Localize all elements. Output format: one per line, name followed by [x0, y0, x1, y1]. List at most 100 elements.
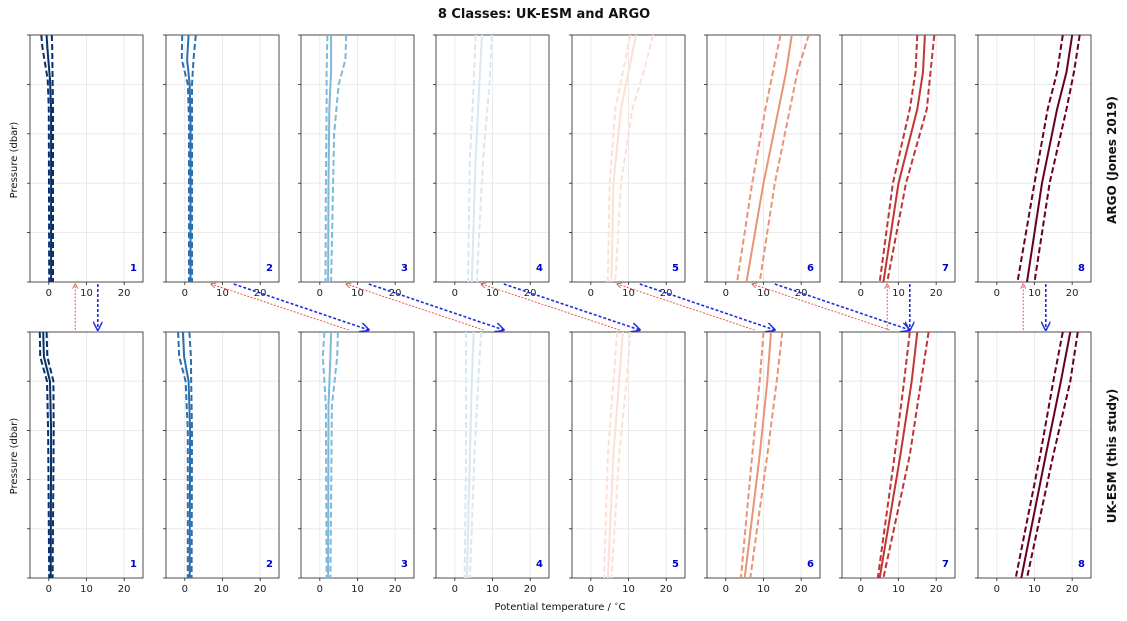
x-tick-label: 10: [622, 584, 635, 595]
profile-lower-bound: [177, 331, 189, 578]
profile-upper-bound: [614, 34, 654, 283]
y-axis-label-bottom: Pressure (dbar): [9, 418, 20, 495]
profile-upper-bound: [468, 331, 483, 579]
x-tick-label: 10: [486, 288, 499, 299]
profile-upper-bound: [749, 331, 784, 579]
profile-upper-bound: [610, 331, 632, 579]
arrow-ukesm-down-3: [368, 283, 504, 330]
profile-mean: [465, 331, 475, 579]
x-tick-label: 10: [80, 584, 93, 595]
profile-mean: [745, 34, 793, 283]
profile-lower-bound: [1016, 34, 1064, 283]
x-tick-label: 0: [46, 584, 52, 595]
profile-upper-bound: [886, 34, 936, 283]
x-tick-label: 20: [930, 288, 943, 299]
profile-upper-bound: [330, 34, 348, 283]
x-tick-label: 20: [660, 288, 673, 299]
panel-ukesm-class-8: 0 10 20 8: [975, 331, 1092, 595]
arrows-layer: [75, 284, 1046, 330]
x-tick-label: 0: [994, 584, 1000, 595]
class-label: 3: [401, 559, 408, 570]
x-tick-label: 10: [80, 288, 93, 299]
x-tick-label: 20: [795, 288, 808, 299]
x-tick-label: 0: [994, 288, 1000, 299]
class-label: 4: [536, 263, 543, 274]
arrow-ukesm-down-2: [233, 283, 369, 330]
row-label-ukesm: UK-ESM (this study): [1105, 389, 1119, 523]
profile-mean: [1026, 34, 1074, 283]
profile-upper-bound: [475, 34, 493, 283]
x-tick-label: 10: [892, 288, 905, 299]
profile-upper-bound: [45, 331, 55, 579]
profile-upper-bound: [188, 331, 194, 579]
profile-upper-bound: [191, 34, 197, 282]
x-tick-label: 10: [757, 584, 770, 595]
x-tick-label: 10: [757, 288, 770, 299]
figure-title: 8 Classes: UK-ESM and ARGO: [438, 7, 650, 22]
panel-ukesm-class-2: 0 10 20 2: [163, 331, 280, 595]
class-label: 1: [130, 559, 137, 570]
x-tick-label: 0: [182, 584, 188, 595]
x-tick-label: 10: [216, 288, 229, 299]
profile-upper-bound: [50, 34, 54, 282]
x-tick-label: 0: [317, 288, 323, 299]
profile-mean: [610, 34, 637, 283]
x-tick-label: 0: [317, 584, 323, 595]
x-tick-label: 20: [1066, 584, 1079, 595]
x-tick-label: 0: [858, 288, 864, 299]
profile-lower-bound: [1014, 331, 1064, 579]
profile-lower-bound: [739, 331, 765, 579]
x-tick-label: 20: [930, 584, 943, 595]
class-label: 8: [1078, 263, 1085, 274]
x-tick-label: 10: [1028, 584, 1041, 595]
class-label: 2: [266, 263, 273, 274]
arrow-argo-up-3: [346, 284, 484, 331]
x-tick-label: 0: [452, 288, 458, 299]
profile-lower-bound: [463, 332, 468, 579]
x-tick-label: 20: [118, 584, 131, 595]
x-tick-label: 0: [588, 288, 594, 299]
x-tick-label: 20: [118, 288, 131, 299]
class-label: 8: [1078, 559, 1085, 570]
panel-argo-class-1: 0 10 20 1: [27, 34, 144, 299]
profile-lower-bound: [180, 34, 190, 282]
profile-mean: [1020, 331, 1072, 579]
profile-upper-bound: [329, 331, 339, 579]
profile-mean: [42, 331, 53, 579]
x-tick-label: 20: [524, 288, 537, 299]
x-tick-label: 20: [660, 584, 673, 595]
arrow-ukesm-down-5: [639, 283, 775, 330]
profile-mean: [882, 34, 926, 283]
profile-mean: [878, 331, 919, 579]
panel-argo-class-6: 0 10 20 6: [704, 34, 821, 299]
profile-lower-bound: [736, 34, 782, 283]
profile-upper-bound: [758, 34, 810, 283]
x-tick-label: 10: [892, 584, 905, 595]
panel-ukesm-class-7: 0 10 20 7: [839, 331, 956, 595]
profile-mean: [45, 34, 53, 282]
panel-argo-class-8: 0 10 20 8: [975, 34, 1092, 299]
panel-argo-class-7: 0 10 20 7: [839, 34, 956, 299]
profile-lower-bound: [467, 34, 477, 283]
panel-argo-class-5: 0 10 20 5: [569, 34, 686, 299]
profile-upper-bound: [1033, 34, 1081, 283]
profile-lower-bound: [321, 331, 328, 579]
x-tick-label: 20: [254, 584, 267, 595]
x-tick-label: 20: [254, 288, 267, 299]
y-axis-label-top: Pressure (dbar): [9, 122, 20, 199]
class-label: 7: [942, 263, 949, 274]
profile-lower-bound: [324, 34, 329, 283]
x-tick-label: 10: [486, 584, 499, 595]
x-tick-label: 0: [46, 288, 52, 299]
panel-ukesm-class-1: 0 10 20 1: [27, 331, 144, 595]
profile-lower-bound: [40, 34, 51, 283]
class-label: 4: [536, 559, 543, 570]
x-tick-label: 0: [452, 584, 458, 595]
x-tick-label: 0: [858, 584, 864, 595]
x-tick-label: 20: [524, 584, 537, 595]
profile-lower-bound: [878, 34, 919, 283]
profile-mean: [186, 34, 192, 282]
profile-lower-bound: [606, 34, 632, 283]
